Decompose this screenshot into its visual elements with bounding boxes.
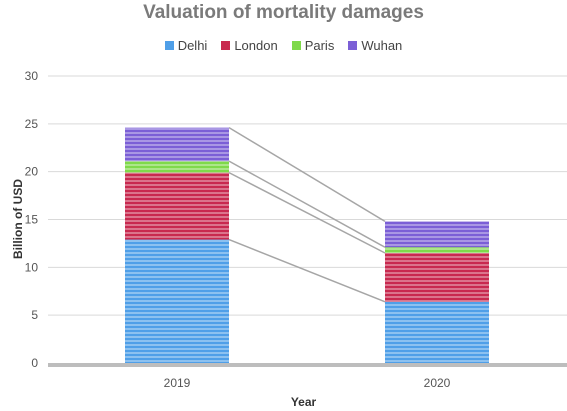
legend-label: Delhi (177, 38, 208, 53)
y-tick-label: 25 (25, 117, 39, 131)
bar-stripe-overlay (125, 127, 229, 162)
y-tick-label: 30 (25, 69, 39, 83)
legend-item-delhi: Delhi (164, 38, 208, 53)
series-connector-line (228, 238, 386, 303)
y-tick-label: 15 (25, 213, 39, 227)
legend-item-paris: Paris (291, 38, 335, 53)
x-axis-label: Year (290, 395, 317, 409)
legend-label: Paris (304, 38, 335, 53)
x-tick-label: 2019 (164, 376, 191, 390)
chart-title: Valuation of mortality damages (143, 2, 424, 23)
series-connector-line (228, 127, 386, 223)
x-tick-label: 2020 (424, 376, 451, 390)
bar-stripe-overlay (385, 301, 489, 363)
legend-swatch (291, 41, 301, 50)
y-axis-label: Billion of USD (11, 179, 25, 259)
series-connector-line (228, 171, 386, 254)
legend-swatch (348, 41, 358, 50)
bar-stripe-overlay (385, 247, 489, 253)
y-tick-label: 20 (25, 165, 39, 179)
x-axis-line (48, 363, 567, 367)
series-connector-line (228, 160, 386, 248)
legend-swatch (164, 41, 174, 50)
legend-item-wuhan: Wuhan (348, 38, 402, 53)
bar-stripe-overlay (125, 172, 229, 240)
y-tick-label: 5 (31, 308, 38, 322)
legend: Delhi London Paris Wuhan (0, 38, 567, 53)
y-tick-label: 0 (31, 356, 38, 370)
legend-label: Wuhan (361, 38, 403, 53)
legend-label: London (234, 38, 278, 53)
legend-item-london: London (221, 38, 278, 53)
bar-stripe-overlay (125, 161, 229, 173)
bar-stripe-overlay (385, 252, 489, 302)
bar-stripe-overlay (125, 239, 229, 363)
legend-swatch (221, 41, 231, 50)
bar-stripe-overlay (385, 221, 489, 248)
y-tick-label: 10 (25, 260, 39, 274)
